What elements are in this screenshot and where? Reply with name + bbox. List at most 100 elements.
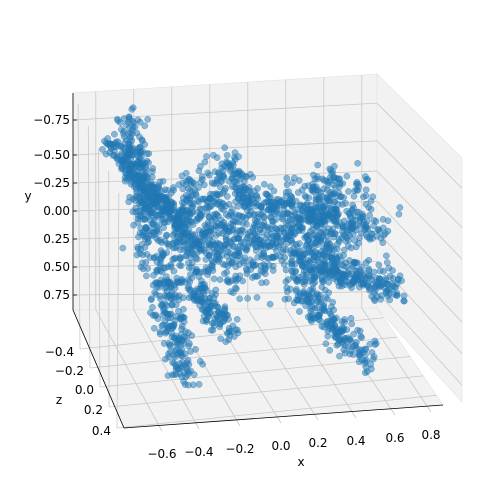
data-point (129, 208, 137, 216)
data-point (141, 172, 149, 179)
data-point (188, 181, 195, 189)
data-point (298, 253, 306, 260)
data-point (272, 216, 280, 223)
data-point (291, 208, 298, 216)
data-point (396, 204, 404, 211)
data-point (258, 202, 265, 209)
data-point (289, 221, 297, 229)
data-point (348, 206, 356, 214)
data-point (280, 261, 288, 268)
data-point (284, 235, 291, 242)
data-point (307, 304, 314, 312)
data-point (282, 188, 290, 196)
data-point (157, 237, 164, 244)
data-point (256, 226, 264, 233)
data-point (229, 205, 236, 213)
scatter-points (99, 104, 408, 389)
data-point (242, 214, 250, 222)
data-point (191, 291, 198, 298)
data-point (170, 359, 178, 367)
data-point (336, 326, 344, 334)
data-point (229, 159, 237, 167)
data-point (314, 161, 322, 169)
data-point (311, 230, 319, 238)
data-point (201, 158, 209, 166)
y-tick-label: 0.50 (43, 260, 70, 274)
data-point (173, 293, 181, 301)
y-tick-label: 0.00 (43, 204, 70, 218)
data-point (369, 355, 377, 363)
data-point (331, 230, 339, 237)
data-point (310, 253, 318, 260)
x-tick-label: −0.6 (147, 447, 176, 461)
data-point (186, 187, 194, 195)
data-point (340, 246, 348, 254)
data-point (151, 197, 158, 205)
data-point (215, 246, 223, 254)
data-point (321, 202, 329, 210)
data-point (307, 201, 315, 209)
data-point (184, 194, 192, 201)
data-point (125, 113, 133, 121)
data-point (310, 171, 317, 179)
data-point (231, 243, 239, 250)
data-point (114, 138, 122, 146)
data-point (158, 206, 166, 214)
data-point (352, 217, 359, 224)
x-tick-label: −0.2 (225, 442, 254, 456)
data-point (345, 188, 352, 195)
data-point (184, 371, 192, 379)
data-point (310, 183, 318, 191)
y-grid-line (376, 200, 463, 291)
data-point (195, 184, 202, 191)
data-point (323, 320, 331, 328)
data-point (349, 225, 356, 233)
data-point (143, 272, 150, 280)
data-point (203, 153, 210, 160)
data-point (185, 340, 193, 347)
data-point (252, 202, 260, 210)
data-point (168, 295, 175, 303)
data-point (366, 272, 374, 280)
data-point (338, 261, 346, 269)
data-point (339, 201, 346, 208)
data-point (382, 275, 389, 282)
data-point (365, 256, 373, 264)
data-point (325, 278, 333, 286)
data-point (293, 296, 300, 304)
data-point (362, 200, 370, 208)
data-point (313, 304, 321, 312)
data-point (377, 296, 384, 303)
z-grid-line (77, 104, 81, 350)
data-point (214, 212, 222, 220)
data-point (136, 250, 144, 257)
data-point (322, 340, 330, 348)
data-point (361, 357, 369, 365)
data-point (174, 225, 182, 233)
data-point (367, 205, 375, 213)
data-point (384, 217, 392, 225)
data-point (273, 247, 280, 255)
data-point (354, 159, 361, 167)
data-point (288, 257, 296, 265)
data-point (198, 229, 206, 237)
data-point (180, 340, 188, 347)
data-point (144, 116, 152, 123)
data-point (111, 130, 118, 138)
data-point (106, 149, 114, 156)
data-point (383, 259, 391, 266)
x-tick-label: 0.2 (308, 436, 327, 450)
data-point (236, 227, 244, 235)
data-point (346, 257, 353, 264)
data-point (366, 211, 373, 219)
data-point (171, 255, 178, 263)
data-point (234, 195, 242, 202)
data-point (255, 210, 262, 218)
data-point (176, 261, 183, 269)
floor-pane (72, 307, 444, 429)
data-point (117, 158, 125, 165)
data-point (204, 303, 212, 311)
y-tick-label: 0.75 (43, 288, 70, 302)
data-point (362, 345, 370, 353)
data-point (363, 176, 370, 183)
